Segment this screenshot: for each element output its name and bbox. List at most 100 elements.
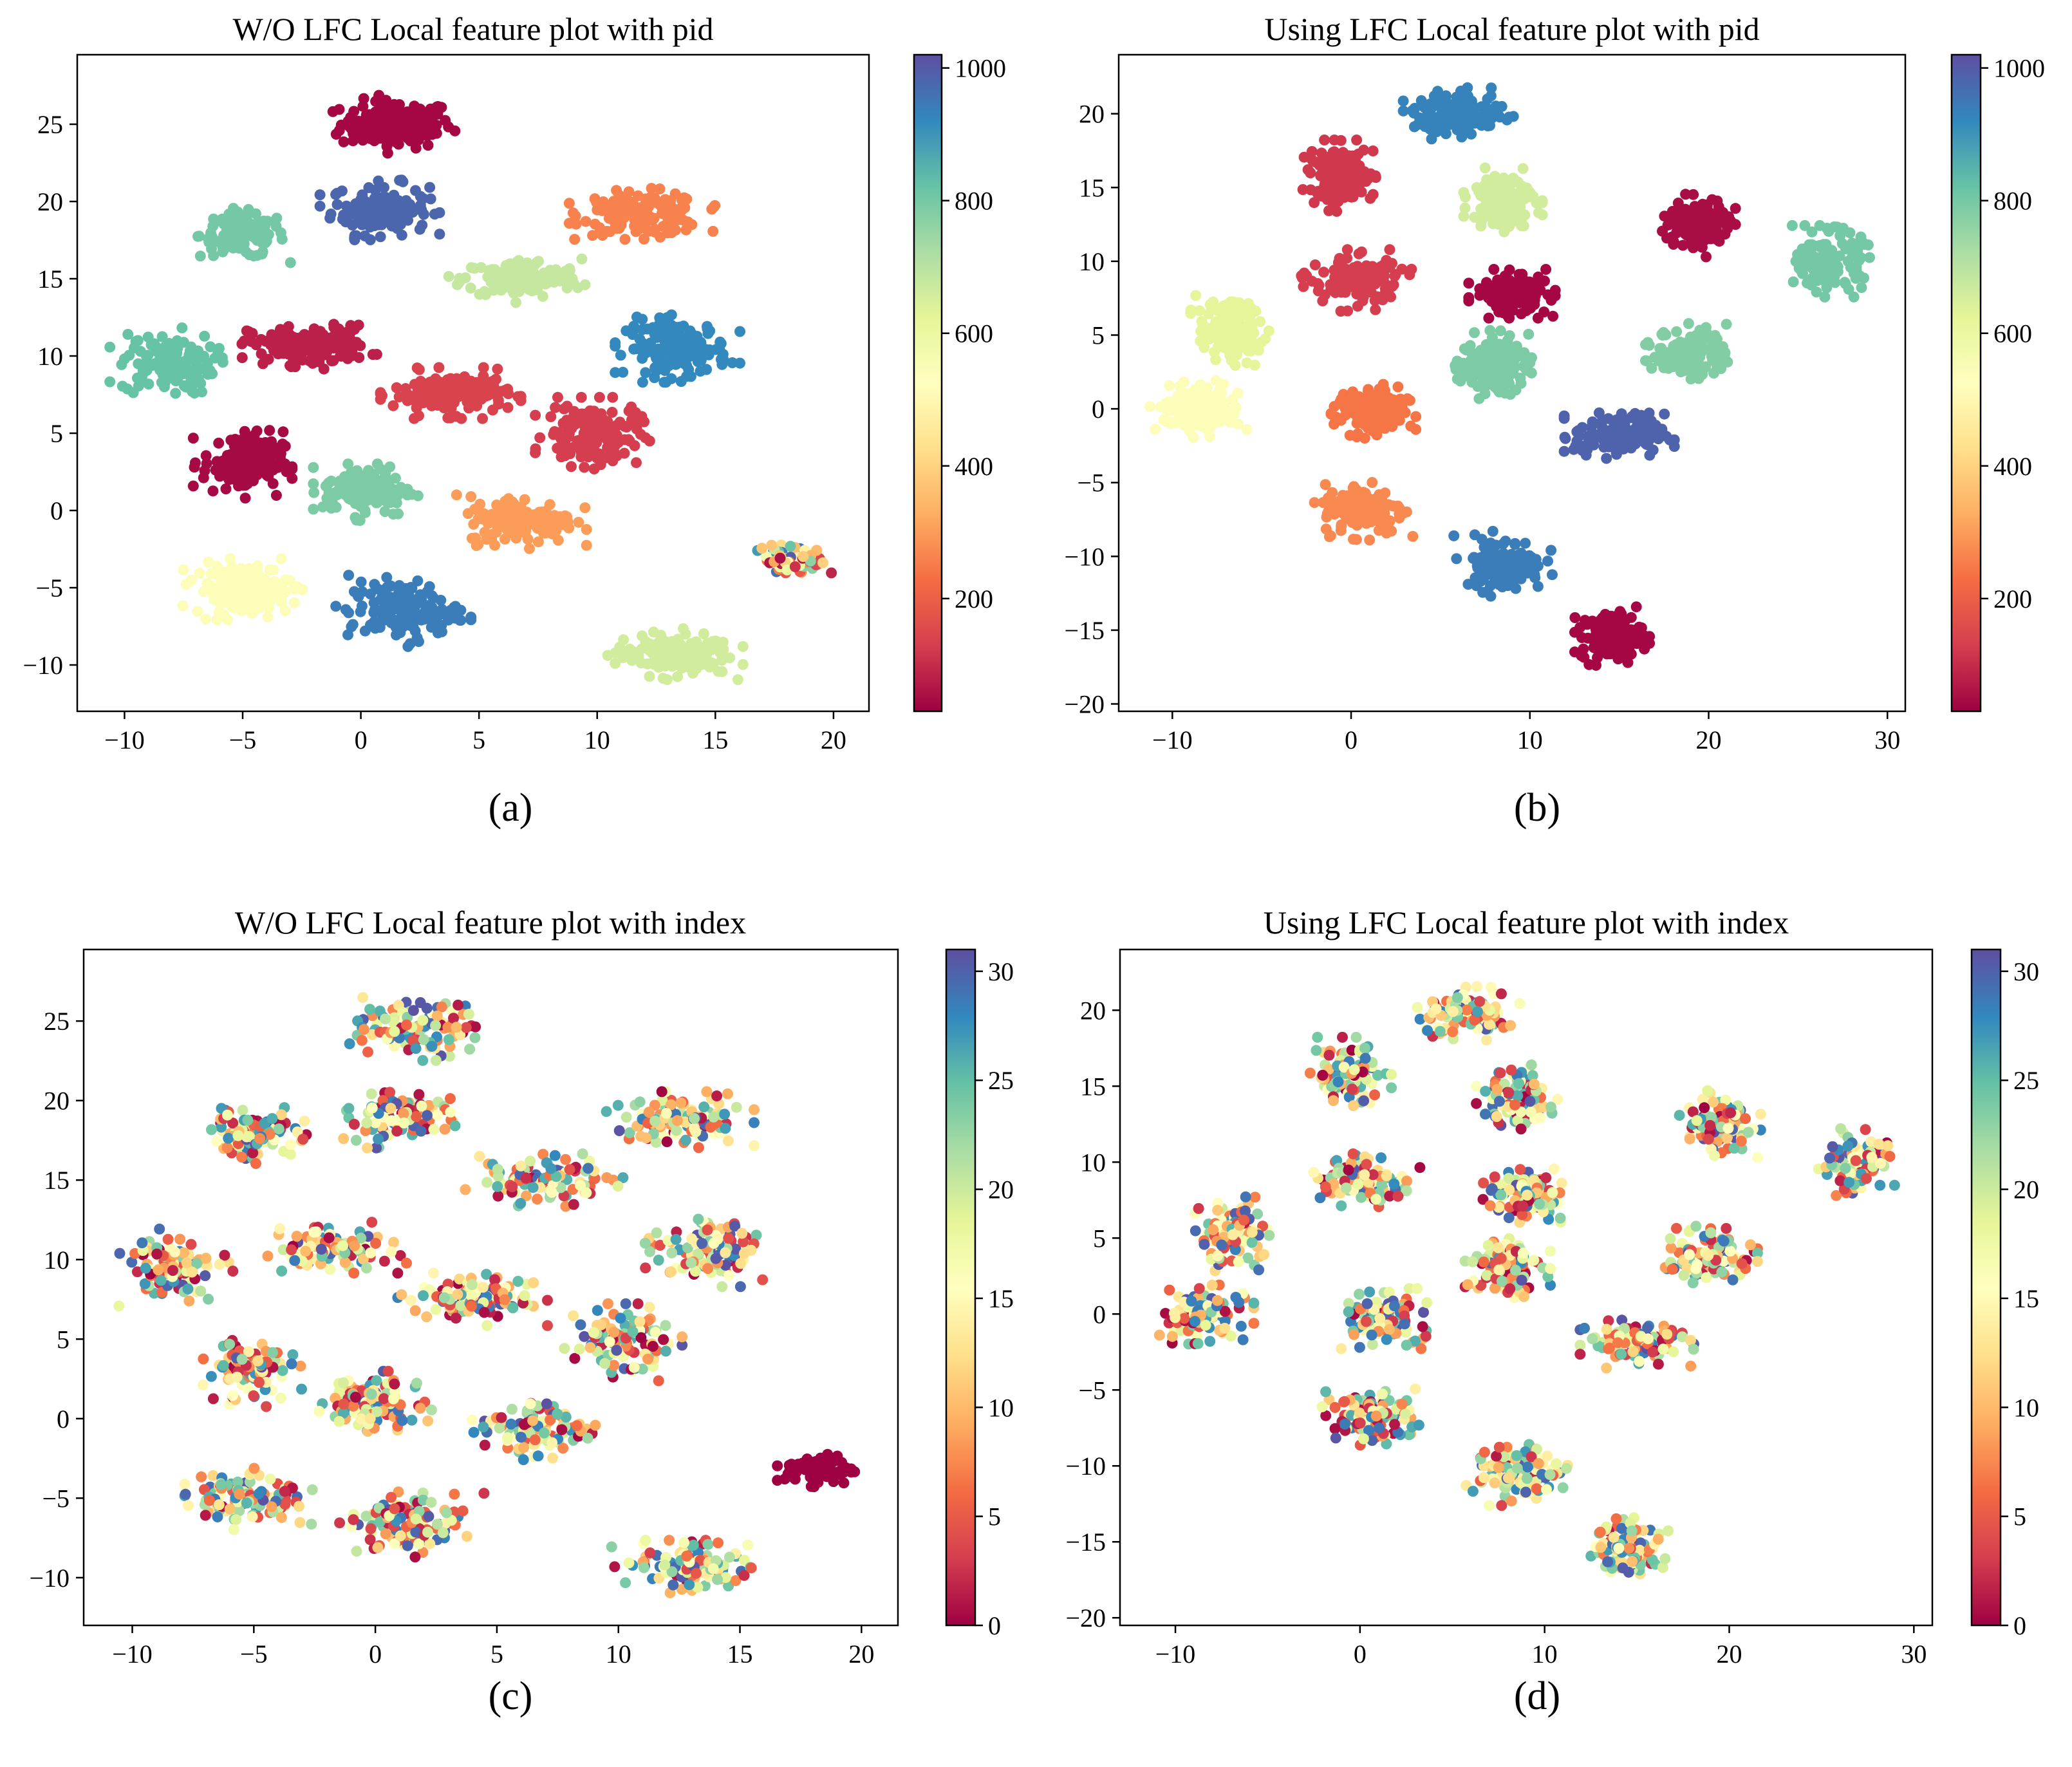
data-point — [445, 1093, 456, 1105]
cluster-7 — [1463, 264, 1561, 324]
data-point — [1466, 99, 1478, 111]
data-point — [217, 589, 229, 600]
data-point — [192, 606, 203, 617]
data-point — [657, 673, 669, 684]
data-point — [357, 586, 368, 597]
data-point — [1463, 277, 1475, 289]
data-point — [1491, 351, 1503, 362]
cluster-2 — [314, 174, 445, 245]
data-point — [669, 659, 681, 670]
data-point — [256, 248, 268, 259]
data-point — [415, 597, 427, 608]
data-point — [1540, 264, 1552, 275]
data-point — [350, 198, 362, 209]
data-point — [654, 183, 666, 194]
colorbar-gradient — [913, 53, 943, 713]
y-tick-label: −20 — [1064, 690, 1105, 719]
data-point — [478, 362, 489, 373]
data-point — [407, 394, 418, 406]
data-point — [347, 619, 359, 630]
data-point — [685, 341, 696, 352]
data-point — [511, 513, 523, 525]
data-point — [237, 469, 248, 480]
data-point — [579, 440, 590, 452]
data-point — [540, 517, 551, 528]
data-point — [557, 418, 569, 429]
x-tick-label: 0 — [1345, 725, 1358, 754]
data-point — [666, 373, 677, 384]
data-point — [1364, 534, 1376, 546]
data-point — [342, 629, 353, 640]
data-point — [1630, 601, 1642, 613]
data-point — [417, 397, 429, 409]
data-point — [640, 347, 652, 359]
data-point — [375, 594, 386, 605]
data-point — [104, 341, 116, 353]
data-point — [1248, 327, 1260, 339]
data-point — [1579, 615, 1591, 626]
data-point — [250, 208, 261, 220]
data-point — [1827, 252, 1838, 263]
data-point — [1597, 429, 1609, 440]
data-point — [338, 209, 350, 221]
data-point — [424, 182, 436, 193]
data-point — [433, 362, 445, 373]
data-point — [216, 352, 228, 364]
data-point — [1578, 440, 1589, 452]
data-point — [579, 462, 590, 473]
data-point — [1309, 259, 1321, 270]
data-point — [1657, 327, 1669, 338]
data-point — [243, 208, 254, 220]
data-point — [404, 129, 415, 141]
data-point — [1319, 135, 1330, 145]
cluster-10 — [1640, 318, 1733, 385]
data-point — [1517, 163, 1529, 174]
data-point — [1856, 282, 1867, 294]
data-point — [1469, 529, 1480, 541]
data-point — [343, 1103, 355, 1114]
data-point — [649, 345, 661, 357]
data-point — [606, 407, 618, 418]
data-point — [1367, 477, 1378, 488]
data-point — [228, 473, 239, 485]
data-point — [375, 478, 386, 490]
data-point — [1459, 366, 1470, 378]
data-point — [1591, 640, 1603, 651]
data-point — [519, 494, 530, 505]
cluster-12 — [1325, 379, 1422, 444]
data-point — [393, 580, 405, 592]
data-point — [672, 671, 684, 682]
data-point — [561, 282, 573, 294]
data-point — [1405, 420, 1417, 432]
cluster-5 — [443, 253, 591, 308]
data-point — [387, 509, 399, 520]
data-point — [287, 341, 299, 352]
data-point — [785, 541, 796, 552]
data-point — [826, 567, 837, 579]
data-point — [626, 655, 638, 666]
data-point — [428, 1123, 440, 1135]
data-point — [555, 451, 567, 463]
data-point — [1568, 444, 1580, 455]
data-point — [236, 338, 248, 350]
data-point — [655, 231, 666, 243]
data-point — [1349, 161, 1360, 173]
data-point — [691, 660, 702, 672]
x-tick-label: 15 — [702, 725, 728, 754]
data-point — [327, 106, 339, 117]
data-point — [1399, 407, 1411, 418]
data-point — [424, 581, 435, 592]
data-point — [415, 1125, 427, 1137]
data-point — [1342, 305, 1354, 317]
data-point — [1569, 626, 1580, 638]
data-point — [619, 234, 631, 245]
data-point — [1367, 145, 1379, 156]
data-point — [181, 355, 192, 366]
data-point — [1164, 380, 1175, 391]
y-tick-label: −5 — [1077, 469, 1105, 498]
cluster-10 — [530, 391, 655, 474]
data-point — [217, 246, 229, 257]
data-point — [1296, 270, 1307, 281]
data-point — [1700, 322, 1712, 333]
data-point — [277, 426, 289, 438]
